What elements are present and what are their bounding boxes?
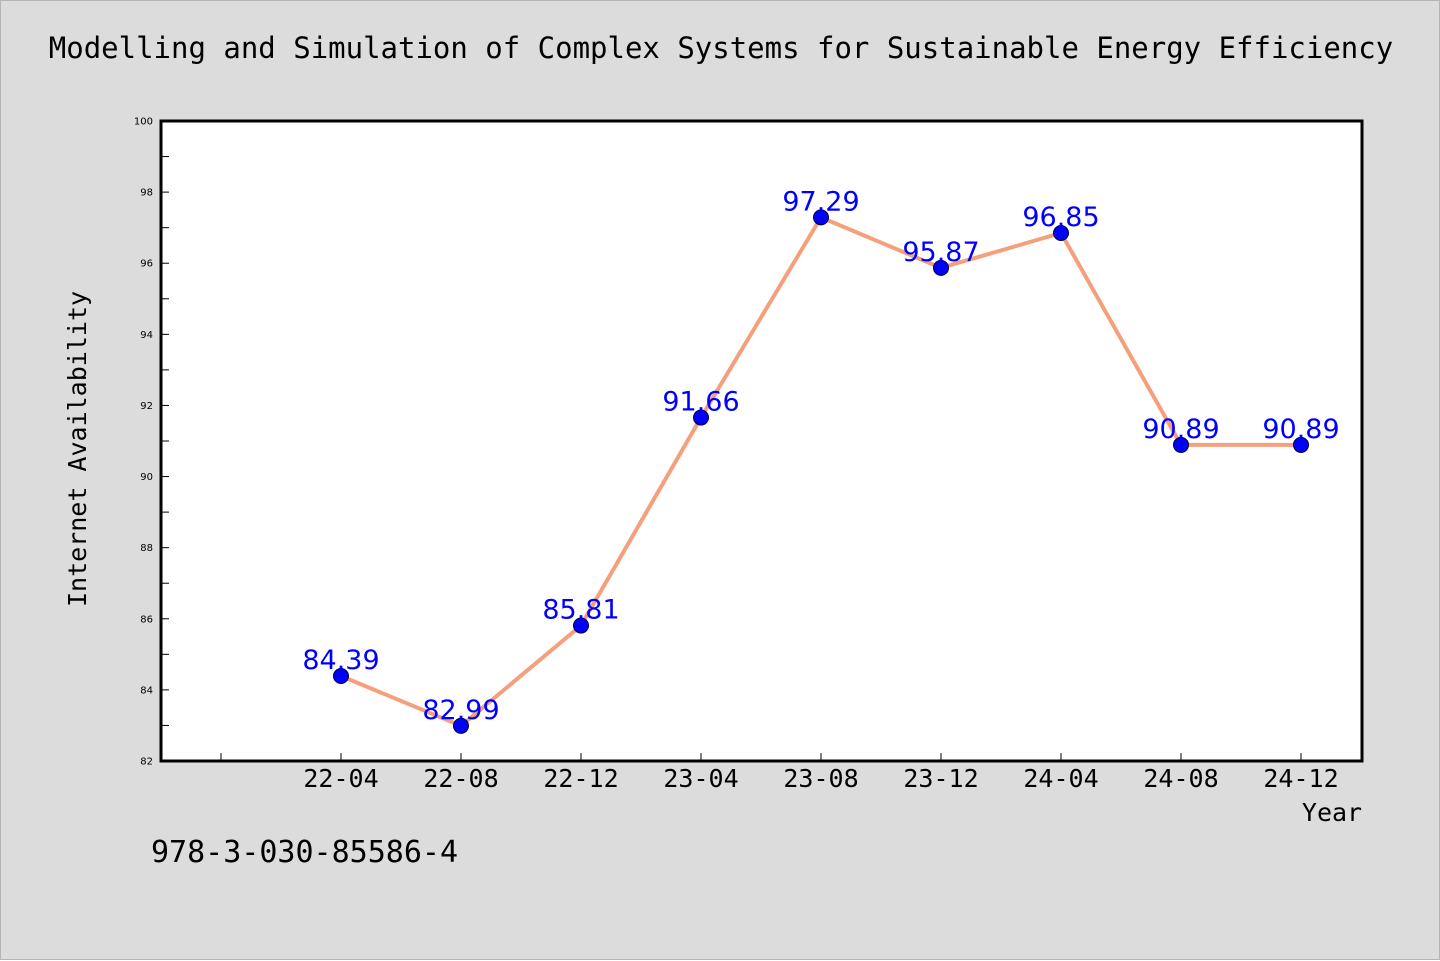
plot-area: [161, 121, 1362, 761]
data-point: [333, 668, 349, 685]
data-label: 91.66: [662, 387, 739, 418]
x-axis-ticks: 22-04 22-08 22-12 23-04 23-08 23-12 24-04 24-08…: [220, 753, 1339, 793]
x-tick-label: 22-08: [423, 764, 498, 793]
data-label: 85.81: [542, 595, 619, 626]
data-label: 84.39: [302, 645, 379, 676]
data-label: 95.87: [902, 237, 979, 268]
data-point: [573, 617, 589, 634]
data-point: [933, 259, 949, 276]
y-tick-label: 98: [140, 188, 153, 199]
y-axis-label: Internet Availability: [63, 291, 92, 607]
y-tick-label: 100: [134, 117, 153, 128]
x-tick-label: 22-04: [303, 764, 378, 793]
x-tick-label: 24-04: [1023, 764, 1098, 793]
data-point: [693, 409, 709, 426]
x-tick-label: 22-12: [543, 764, 618, 793]
data-labels: 84.39 82.99 85.81 91.66 97.29 95.87 96.85 90.89…: [302, 186, 1339, 725]
y-tick-label: 88: [140, 543, 153, 554]
data-markers: [333, 209, 1309, 734]
data-label: 96.85: [1022, 202, 1099, 233]
data-label: 82.99: [422, 695, 499, 726]
data-point: [1293, 436, 1309, 453]
y-tick-label: 84: [140, 685, 153, 696]
x-tick-label: 23-12: [903, 764, 978, 793]
y-tick-label: 92: [140, 401, 153, 412]
data-point: [1173, 436, 1189, 453]
y-tick-label: 82: [140, 757, 153, 768]
plot-frame: [159, 119, 1364, 763]
y-tick-label: 96: [140, 259, 153, 270]
data-label: 90.89: [1262, 414, 1339, 445]
x-tick-label: 24-12: [1263, 764, 1338, 793]
x-axis-label: Year: [1302, 798, 1362, 827]
isbn-footnote: 978-3-030-85586-4: [151, 835, 459, 870]
data-label: 90.89: [1142, 414, 1219, 445]
x-tick-label: 24-08: [1143, 764, 1218, 793]
data-point: [1053, 225, 1069, 241]
data-point: [813, 209, 829, 226]
y-tick-label: 94: [140, 330, 153, 341]
y-axis-ticks: 82 84 86 88 90 92 94 96 98 100: [134, 117, 169, 768]
chart-title: Modelling and Simulation of Complex Syst…: [48, 31, 1394, 65]
y-tick-label: 90: [140, 472, 153, 483]
x-tick-label: 23-08: [783, 764, 858, 793]
data-point: [453, 717, 469, 734]
x-tick-label: 23-04: [663, 764, 738, 793]
y-tick-label: 86: [140, 614, 153, 625]
data-label: 97.29: [782, 186, 859, 217]
